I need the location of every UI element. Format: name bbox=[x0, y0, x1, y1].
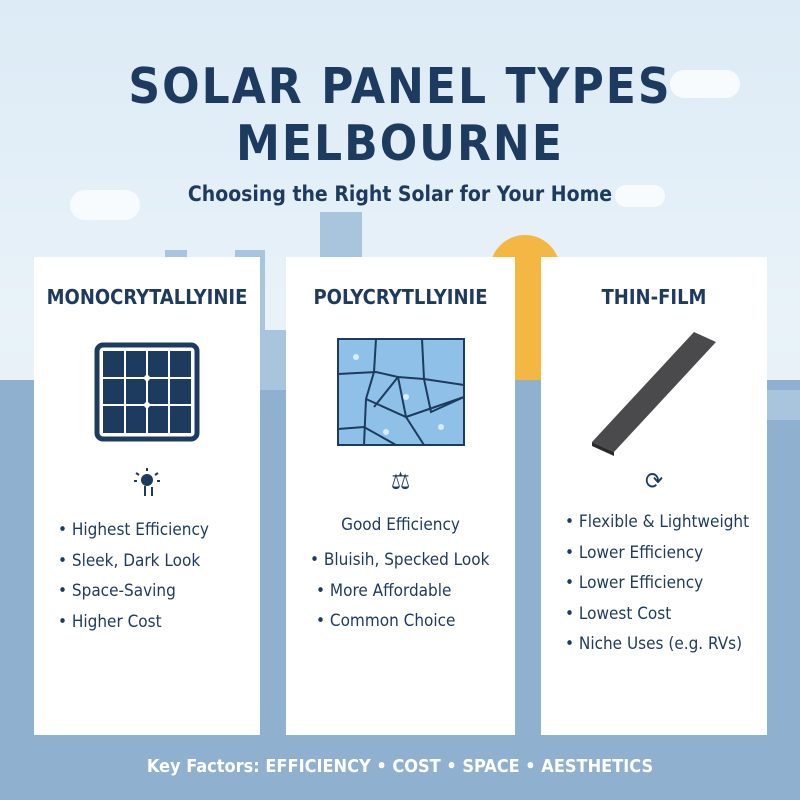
card-polycrystalline: POLYCRYTLLYINIE ⚖ Good Efficiency Bluisi… bbox=[286, 257, 515, 735]
list-item: Bluisih, Specked Look bbox=[310, 545, 490, 576]
thin-film-image bbox=[541, 327, 767, 456]
title-line-2: MELBOURNE bbox=[236, 115, 564, 172]
list-item: Sleek, Dark Look bbox=[58, 546, 209, 577]
list-item: Lower Efficiency bbox=[565, 568, 749, 599]
list-item: Higher Cost bbox=[58, 607, 209, 638]
list-item: Lower Efficiency bbox=[565, 538, 749, 569]
feature-list: Flexible & Lightweight Lower Efficiency … bbox=[565, 507, 749, 660]
lead-text: Good Efficiency bbox=[341, 515, 460, 535]
list-item: Space-Saving bbox=[58, 576, 209, 607]
list-item: Highest Efficiency bbox=[58, 515, 209, 546]
sun-arrows-up-icon bbox=[34, 467, 260, 497]
list-item: Common Choice bbox=[310, 606, 489, 637]
page-title: SOLAR PANEL TYPES MELBOURNE bbox=[0, 58, 800, 172]
poly-panel-image bbox=[286, 337, 515, 447]
refresh-icon: ⟳ bbox=[644, 467, 664, 495]
mono-panel-image bbox=[34, 342, 260, 452]
title-line-1: SOLAR PANEL TYPES bbox=[128, 58, 672, 115]
footer-key-factors: Key Factors: EFFICIENCY • COST • SPACE •… bbox=[146, 756, 654, 777]
subtitle: Choosing the Right Solar for Your Home bbox=[187, 182, 613, 206]
card-thin-film: THIN-FILM ⟳ Flexible & Lightweight Lower… bbox=[541, 257, 767, 735]
card-title: MONOCRYTALLYINIE bbox=[46, 285, 248, 309]
feature-list: Highest Efficiency Sleek, Dark Look Spac… bbox=[58, 515, 209, 637]
feature-list: Bluisih, Specked Look More Affordable Co… bbox=[310, 545, 490, 637]
card-monocrystalline: MONOCRYTALLYINIE Highest Efficiency Slee… bbox=[34, 257, 260, 735]
card-title: POLYCRYTLLYINIE bbox=[313, 285, 488, 309]
balance-scale-icon: ⚖ bbox=[390, 467, 411, 495]
list-item: Niche Uses (e.g. RVs) bbox=[565, 629, 749, 660]
card-title: THIN-FILM bbox=[601, 285, 707, 309]
list-item: Lowest Cost bbox=[565, 599, 749, 630]
list-item: More Affordable bbox=[310, 576, 489, 607]
list-item: Flexible & Lightweight bbox=[565, 507, 749, 538]
